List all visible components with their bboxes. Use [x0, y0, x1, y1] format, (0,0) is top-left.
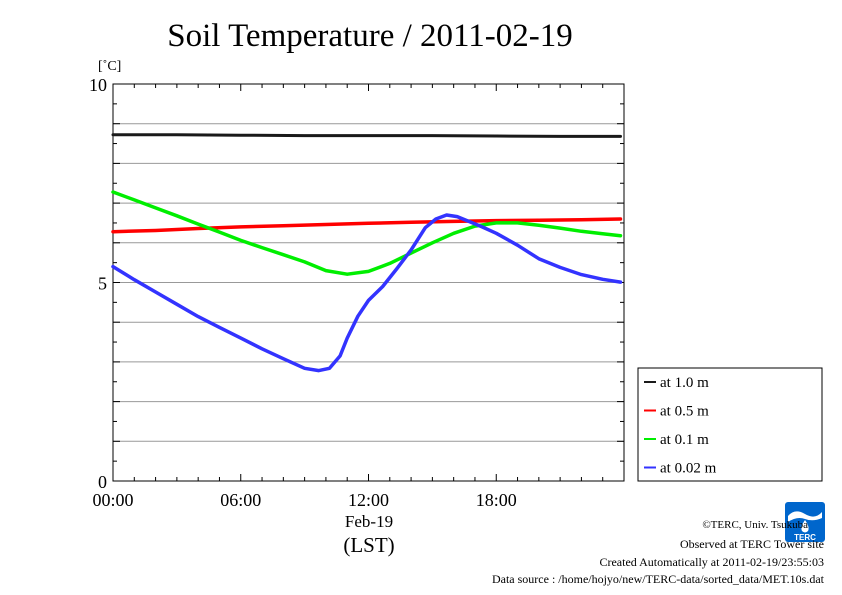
x-tick-label: 18:00	[476, 490, 517, 510]
legend-label: at 0.02 m	[660, 461, 717, 477]
series-line	[111, 213, 623, 373]
y-tick-labels: 0 5 10	[89, 75, 107, 492]
logo-drop-icon	[801, 520, 809, 533]
legend-label: at 1.0 m	[660, 375, 709, 391]
x-date-label: Feb-19	[345, 512, 393, 531]
terc-logo: TERC	[785, 502, 825, 542]
logo-wave	[788, 511, 822, 522]
y-tick-label: 5	[98, 274, 107, 294]
legend-box	[637, 367, 823, 482]
series-line	[111, 190, 623, 276]
x-tick-label: 00:00	[92, 490, 133, 510]
legend-label: at 0.1 m	[660, 432, 709, 448]
x-axis-label: (LST)	[343, 533, 394, 557]
series-line	[111, 133, 622, 138]
grid	[113, 123, 624, 442]
legend: at 1.0 m at 0.5 m at 0.1 m at 0.02 m	[644, 375, 717, 477]
x-tick-label: 12:00	[348, 490, 389, 510]
footer-created: Created Automatically at 2011-02-19/23:5…	[599, 555, 824, 569]
legend-label: at 0.5 m	[660, 404, 709, 420]
footer-copyright: ©TERC, Univ. Tsukuba	[702, 519, 808, 531]
logo-text: TERC	[794, 533, 816, 542]
chart-title: Soil Temperature / 2011-02-19	[167, 18, 573, 54]
x-tick-labels: 00:00 06:00 12:00 18:00	[92, 490, 516, 510]
x-tick-label: 06:00	[220, 490, 261, 510]
series-group	[111, 133, 623, 373]
footer-observed: Observed at TERC Tower site	[679, 537, 824, 551]
footer-source: Data source : /home/hojyo/new/TERC-data/…	[491, 572, 824, 586]
y-tick-label: 0	[98, 472, 107, 492]
axis-ticks	[112, 83, 625, 482]
series-line	[111, 217, 623, 234]
y-tick-label: 10	[89, 75, 107, 95]
y-axis-label: [˚C]	[98, 59, 121, 74]
